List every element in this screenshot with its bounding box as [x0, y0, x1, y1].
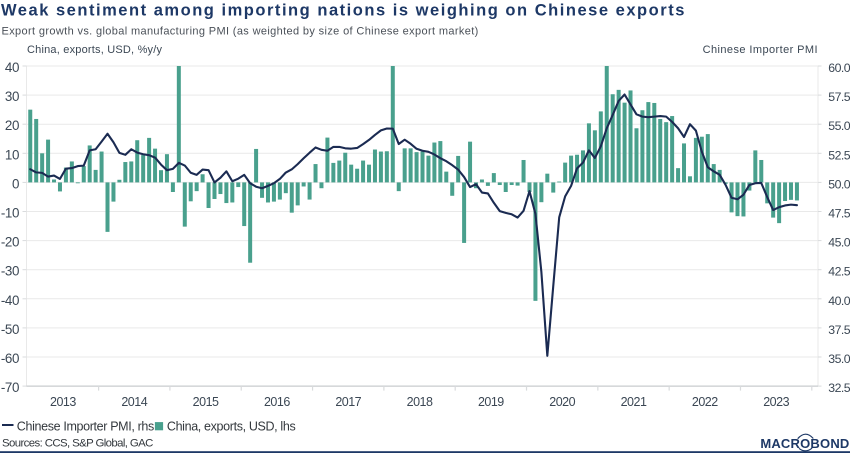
- svg-text:2019: 2019: [478, 395, 504, 409]
- svg-text:55.0: 55.0: [828, 119, 850, 133]
- svg-text:-40: -40: [1, 293, 19, 308]
- svg-text:2017: 2017: [335, 395, 361, 409]
- svg-text:-30: -30: [1, 264, 19, 279]
- svg-text:35.0: 35.0: [828, 352, 850, 366]
- svg-text:2013: 2013: [50, 395, 76, 409]
- svg-text:37.5: 37.5: [828, 323, 850, 337]
- svg-text:China, exports, USD, lhs: China, exports, USD, lhs: [167, 419, 296, 433]
- svg-text:-50: -50: [1, 322, 19, 337]
- svg-text:-10: -10: [1, 206, 19, 221]
- svg-text:Sources: CCS, S&P Global, GAC: Sources: CCS, S&P Global, GAC: [2, 438, 153, 450]
- svg-text:47.5: 47.5: [828, 207, 850, 221]
- svg-text:Chinese Importer PMI, rhs: Chinese Importer PMI, rhs: [17, 419, 154, 433]
- svg-text:2015: 2015: [193, 395, 219, 409]
- svg-text:2014: 2014: [121, 395, 147, 409]
- svg-text:30: 30: [5, 89, 19, 104]
- svg-text:32.5: 32.5: [828, 381, 850, 395]
- svg-text:Export growth vs. global manuf: Export growth vs. global manufacturing P…: [2, 25, 479, 37]
- svg-text:2023: 2023: [763, 395, 789, 409]
- svg-text:52.5: 52.5: [828, 148, 850, 162]
- svg-text:20: 20: [5, 118, 19, 133]
- svg-text:MACROBOND: MACROBOND: [760, 436, 849, 451]
- svg-text:-60: -60: [1, 351, 19, 366]
- svg-text:45.0: 45.0: [828, 236, 850, 250]
- svg-text:-70: -70: [1, 380, 19, 395]
- svg-text:42.5: 42.5: [828, 265, 850, 279]
- svg-text:-20: -20: [1, 235, 19, 250]
- svg-text:2020: 2020: [549, 395, 575, 409]
- svg-text:China, exports, USD, %y/y: China, exports, USD, %y/y: [27, 44, 163, 56]
- svg-text:10: 10: [5, 147, 19, 162]
- svg-text:2021: 2021: [621, 395, 647, 409]
- svg-text:2018: 2018: [407, 395, 433, 409]
- svg-text:0: 0: [12, 176, 19, 191]
- svg-text:50.0: 50.0: [828, 177, 850, 191]
- svg-text:57.5: 57.5: [828, 90, 850, 104]
- svg-text:Weak sentiment among importing: Weak sentiment among importing nations i…: [1, 2, 686, 20]
- svg-text:Chinese Importer PMI: Chinese Importer PMI: [703, 44, 818, 56]
- svg-text:40: 40: [5, 60, 19, 75]
- svg-text:40.0: 40.0: [828, 294, 850, 308]
- svg-text:60.0: 60.0: [828, 61, 850, 75]
- svg-text:2016: 2016: [264, 395, 290, 409]
- svg-text:2022: 2022: [692, 395, 718, 409]
